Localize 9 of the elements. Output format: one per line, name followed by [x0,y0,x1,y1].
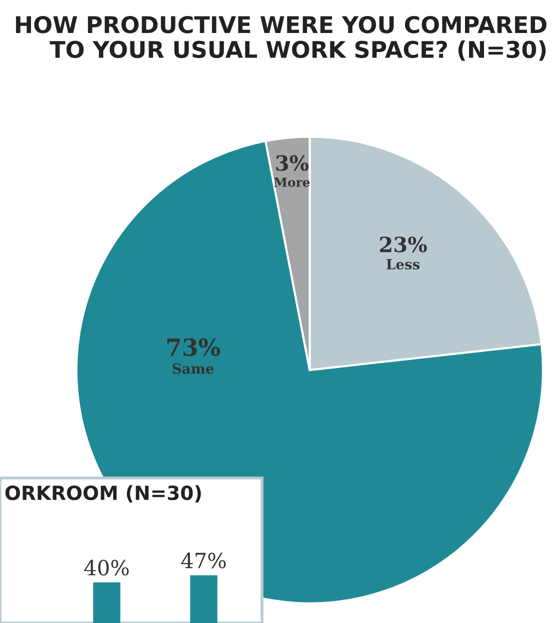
data-label: 40% [84,560,129,576]
chart-title: ORKROOM (N=30) [5,485,201,502]
data-label: 47% [181,552,226,568]
data-label: 73% [167,338,220,356]
data-label: 3% [276,155,309,171]
slice-label: Same [172,363,214,374]
slice-label: Less [386,259,420,270]
chart-title: HOW PRODUCTIVE WERE YOU COMPARED TO YOUR USUAL WORK SPACE? (N=30) [16,16,546,61]
data-label: 23% [380,236,427,252]
